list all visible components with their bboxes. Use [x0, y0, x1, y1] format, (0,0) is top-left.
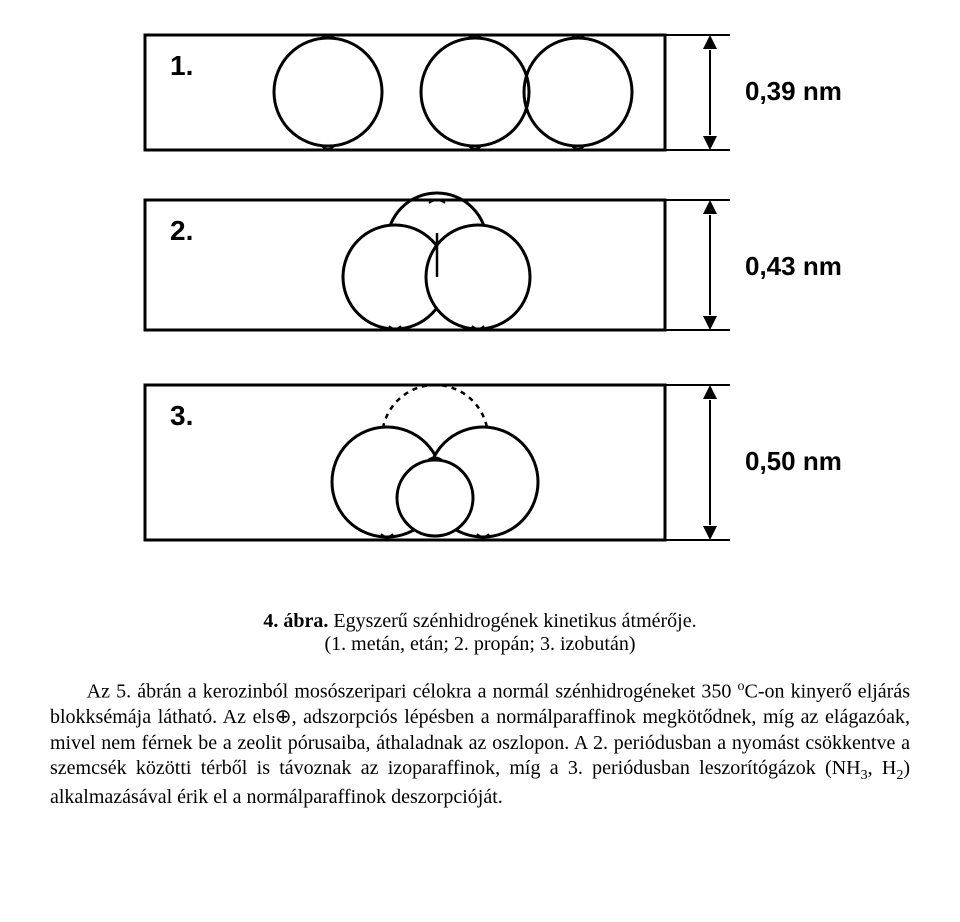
row-2-dimension: 0,43 nm	[745, 251, 842, 281]
para-symbol: ⊕	[275, 706, 292, 728]
caption-rest: Egyszerű szénhidrogének kinetikus átmérő…	[328, 610, 696, 632]
para-sup: o	[738, 679, 745, 694]
para-part-d: , H	[868, 757, 897, 779]
row-3-dimension: 0,50 nm	[745, 446, 842, 476]
molecular-diagram-svg: 1. 0,39 nm 2.	[70, 20, 890, 580]
row-1-label: 1.	[170, 50, 193, 81]
figure-caption: 4. ábra. Egyszerű szénhidrogének kinetik…	[50, 610, 910, 656]
body-paragraph: Az 5. ábrán a kerozinból mosószeripari c…	[50, 678, 910, 811]
para-part-a: Az 5. ábrán a kerozinból mosószeripari c…	[87, 681, 738, 703]
row-1-dimension: 0,39 nm	[745, 76, 842, 106]
caption-prefix: 4. ábra.	[263, 610, 328, 632]
row-2: 2. 0,43 nm	[145, 193, 842, 330]
row-1: 1. 0,39 nm	[145, 35, 842, 150]
caption-line2: (1. metán, etán; 2. propán; 3. izobután)	[50, 633, 910, 656]
row-2-label: 2.	[170, 215, 193, 246]
row-3: 3. 0,50 nm	[145, 385, 842, 540]
para-sub1: 3	[861, 768, 868, 783]
figure-diagram: 1. 0,39 nm 2.	[50, 20, 910, 590]
row-3-label: 3.	[170, 400, 193, 431]
